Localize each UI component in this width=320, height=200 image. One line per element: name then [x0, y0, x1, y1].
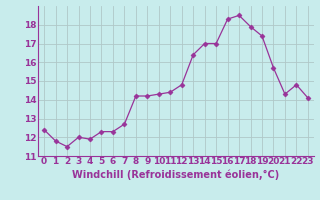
X-axis label: Windchill (Refroidissement éolien,°C): Windchill (Refroidissement éolien,°C) — [72, 169, 280, 180]
